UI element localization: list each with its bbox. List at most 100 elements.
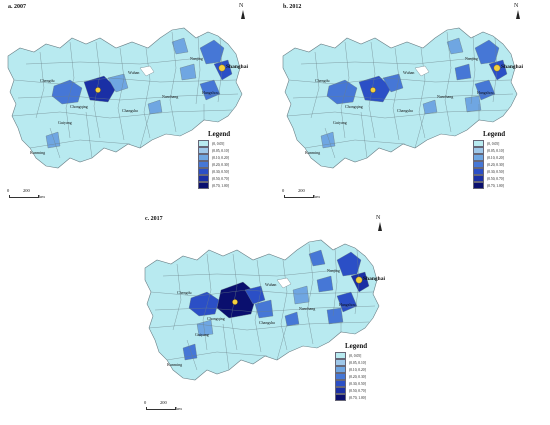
city-label-guiyang: Guiyang	[333, 120, 347, 125]
arrow-icon	[378, 222, 382, 231]
boundary-line	[154, 305, 376, 313]
boundary-line	[11, 109, 233, 119]
boundary-line	[117, 47, 125, 141]
legend-label: (0.20, 0.30]	[349, 374, 366, 379]
boundary-line	[340, 41, 350, 139]
legend-item: (0.20, 0.30]	[335, 373, 405, 380]
city-label-kunming: Kunming	[305, 150, 320, 155]
city-marker-chongqing	[95, 87, 101, 93]
scale-zero: 0	[282, 188, 285, 193]
panel-title: c. 2017	[145, 216, 163, 222]
boundary-line	[85, 111, 93, 159]
map-group: Chengdu Chongqing Wuhan Changsha Nanchang Han…	[282, 27, 523, 169]
city-marker-chongqing	[232, 299, 238, 305]
boundary-line	[310, 51, 320, 119]
boundary-line	[360, 111, 368, 159]
city-label-shanghai: Shanghai	[501, 64, 523, 70]
city-label-nanchang: Nanchang	[162, 94, 178, 99]
city-label-nanchang: Nanchang	[437, 94, 453, 99]
scale-line	[284, 195, 314, 198]
legend-label: (0, 0.05]	[212, 141, 225, 146]
legend-item: (0.30, 0.50]	[198, 168, 268, 175]
legend-swatch	[198, 154, 209, 161]
boundary-line	[288, 77, 512, 85]
legend-items: (0, 0.05] (0.05, 0.10] (0.10, 0.20] (0.20, …	[198, 140, 268, 189]
legend-item: (0.50, 0.70]	[473, 175, 543, 182]
city-region	[326, 307, 344, 325]
legend-swatch	[335, 380, 346, 387]
city-region	[199, 39, 225, 65]
arrow-icon	[516, 10, 520, 19]
legend-swatch	[473, 140, 484, 147]
boundary-line	[13, 77, 237, 85]
city-region	[188, 291, 220, 317]
boundary-line	[202, 253, 212, 351]
legend-title: Legend	[483, 130, 506, 138]
legend-item: (0.10, 0.20]	[198, 154, 268, 161]
legend: Legend (0, 0.05] (0.05, 0.10] (0.10, 0.20]…	[198, 130, 268, 189]
legend-swatch	[473, 168, 484, 175]
boundary-line	[280, 259, 288, 351]
city-label-wuhan: Wuhan	[403, 70, 414, 75]
scale-unit: km	[39, 194, 45, 199]
legend-swatch	[198, 161, 209, 168]
city-label-shanghai: Shanghai	[363, 276, 385, 282]
choropleth-map: Chengdu Chongqing Wuhan Changsha Nanchang Han…	[144, 239, 385, 381]
boundary-line	[35, 51, 45, 119]
north-arrow-icon: N	[512, 3, 524, 20]
legend-label: (0.30, 0.50]	[487, 169, 504, 174]
legend-label: (0.20, 0.30]	[487, 162, 504, 167]
city-region	[336, 251, 362, 277]
legend-label: (0.30, 0.50]	[349, 381, 366, 386]
legend-label: (0, 0.05]	[487, 141, 500, 146]
boundary-line	[25, 57, 201, 65]
boundary-line	[414, 111, 426, 149]
city-label-wuhan: Wuhan	[265, 282, 276, 287]
scale-line	[146, 407, 176, 410]
scale-bar: 0 200 km	[6, 186, 46, 202]
boundary-line	[17, 93, 239, 101]
city-region	[244, 285, 266, 305]
city-label-chongqing: Chongqing	[70, 104, 88, 109]
city-region	[454, 63, 472, 81]
legend-item: (0.30, 0.50]	[473, 168, 543, 175]
city-label-nanchang: Nanchang	[299, 306, 315, 311]
city-region	[474, 39, 500, 65]
legend-item: (0.70, 1.00]	[473, 182, 543, 189]
city-label-shanghai: Shanghai	[226, 64, 248, 70]
city-region	[182, 343, 198, 361]
legend-swatch	[335, 394, 346, 401]
boundary-line	[143, 47, 151, 139]
legend-label: (0.05, 0.10]	[349, 360, 366, 365]
legend-title: Legend	[345, 342, 368, 350]
scale-unit: km	[176, 406, 182, 411]
city-label-changsha: Changsha	[122, 108, 138, 113]
city-label-guiyang: Guiyang	[195, 332, 209, 337]
boundary-line	[470, 35, 476, 105]
boundary-line	[49, 127, 61, 159]
legend-item: (0.05, 0.10]	[198, 147, 268, 154]
legend-swatch	[198, 175, 209, 182]
legend-swatch	[198, 168, 209, 175]
legend-swatch	[473, 154, 484, 161]
boundary-line	[148, 321, 370, 331]
boundary-line	[222, 323, 230, 371]
city-region	[51, 79, 83, 105]
city-region	[316, 275, 334, 293]
legend-item: (0, 0.05]	[473, 140, 543, 147]
legend-swatch	[335, 366, 346, 373]
scale-value: 200	[298, 188, 305, 193]
legend: Legend (0, 0.05] (0.05, 0.10] (0.10, 0.20]…	[473, 130, 543, 189]
city-label-nanjing: Nanjing	[190, 56, 203, 61]
north-label: N	[239, 3, 244, 9]
legend-swatch	[473, 175, 484, 182]
legend-label: (0.05, 0.10]	[487, 148, 504, 153]
legend: Legend (0, 0.05] (0.05, 0.10] (0.10, 0.20]…	[335, 342, 405, 401]
scale-bar: 0 200 km	[281, 186, 321, 202]
city-label-nanjing: Nanjing	[465, 56, 478, 61]
city-marker-chongqing	[370, 87, 376, 93]
map-group: Chengdu Chongqing Wuhan Changsha Nanchang Han…	[7, 27, 248, 169]
north-label: N	[514, 3, 519, 9]
city-region	[107, 73, 129, 93]
boundary-line	[195, 35, 201, 105]
